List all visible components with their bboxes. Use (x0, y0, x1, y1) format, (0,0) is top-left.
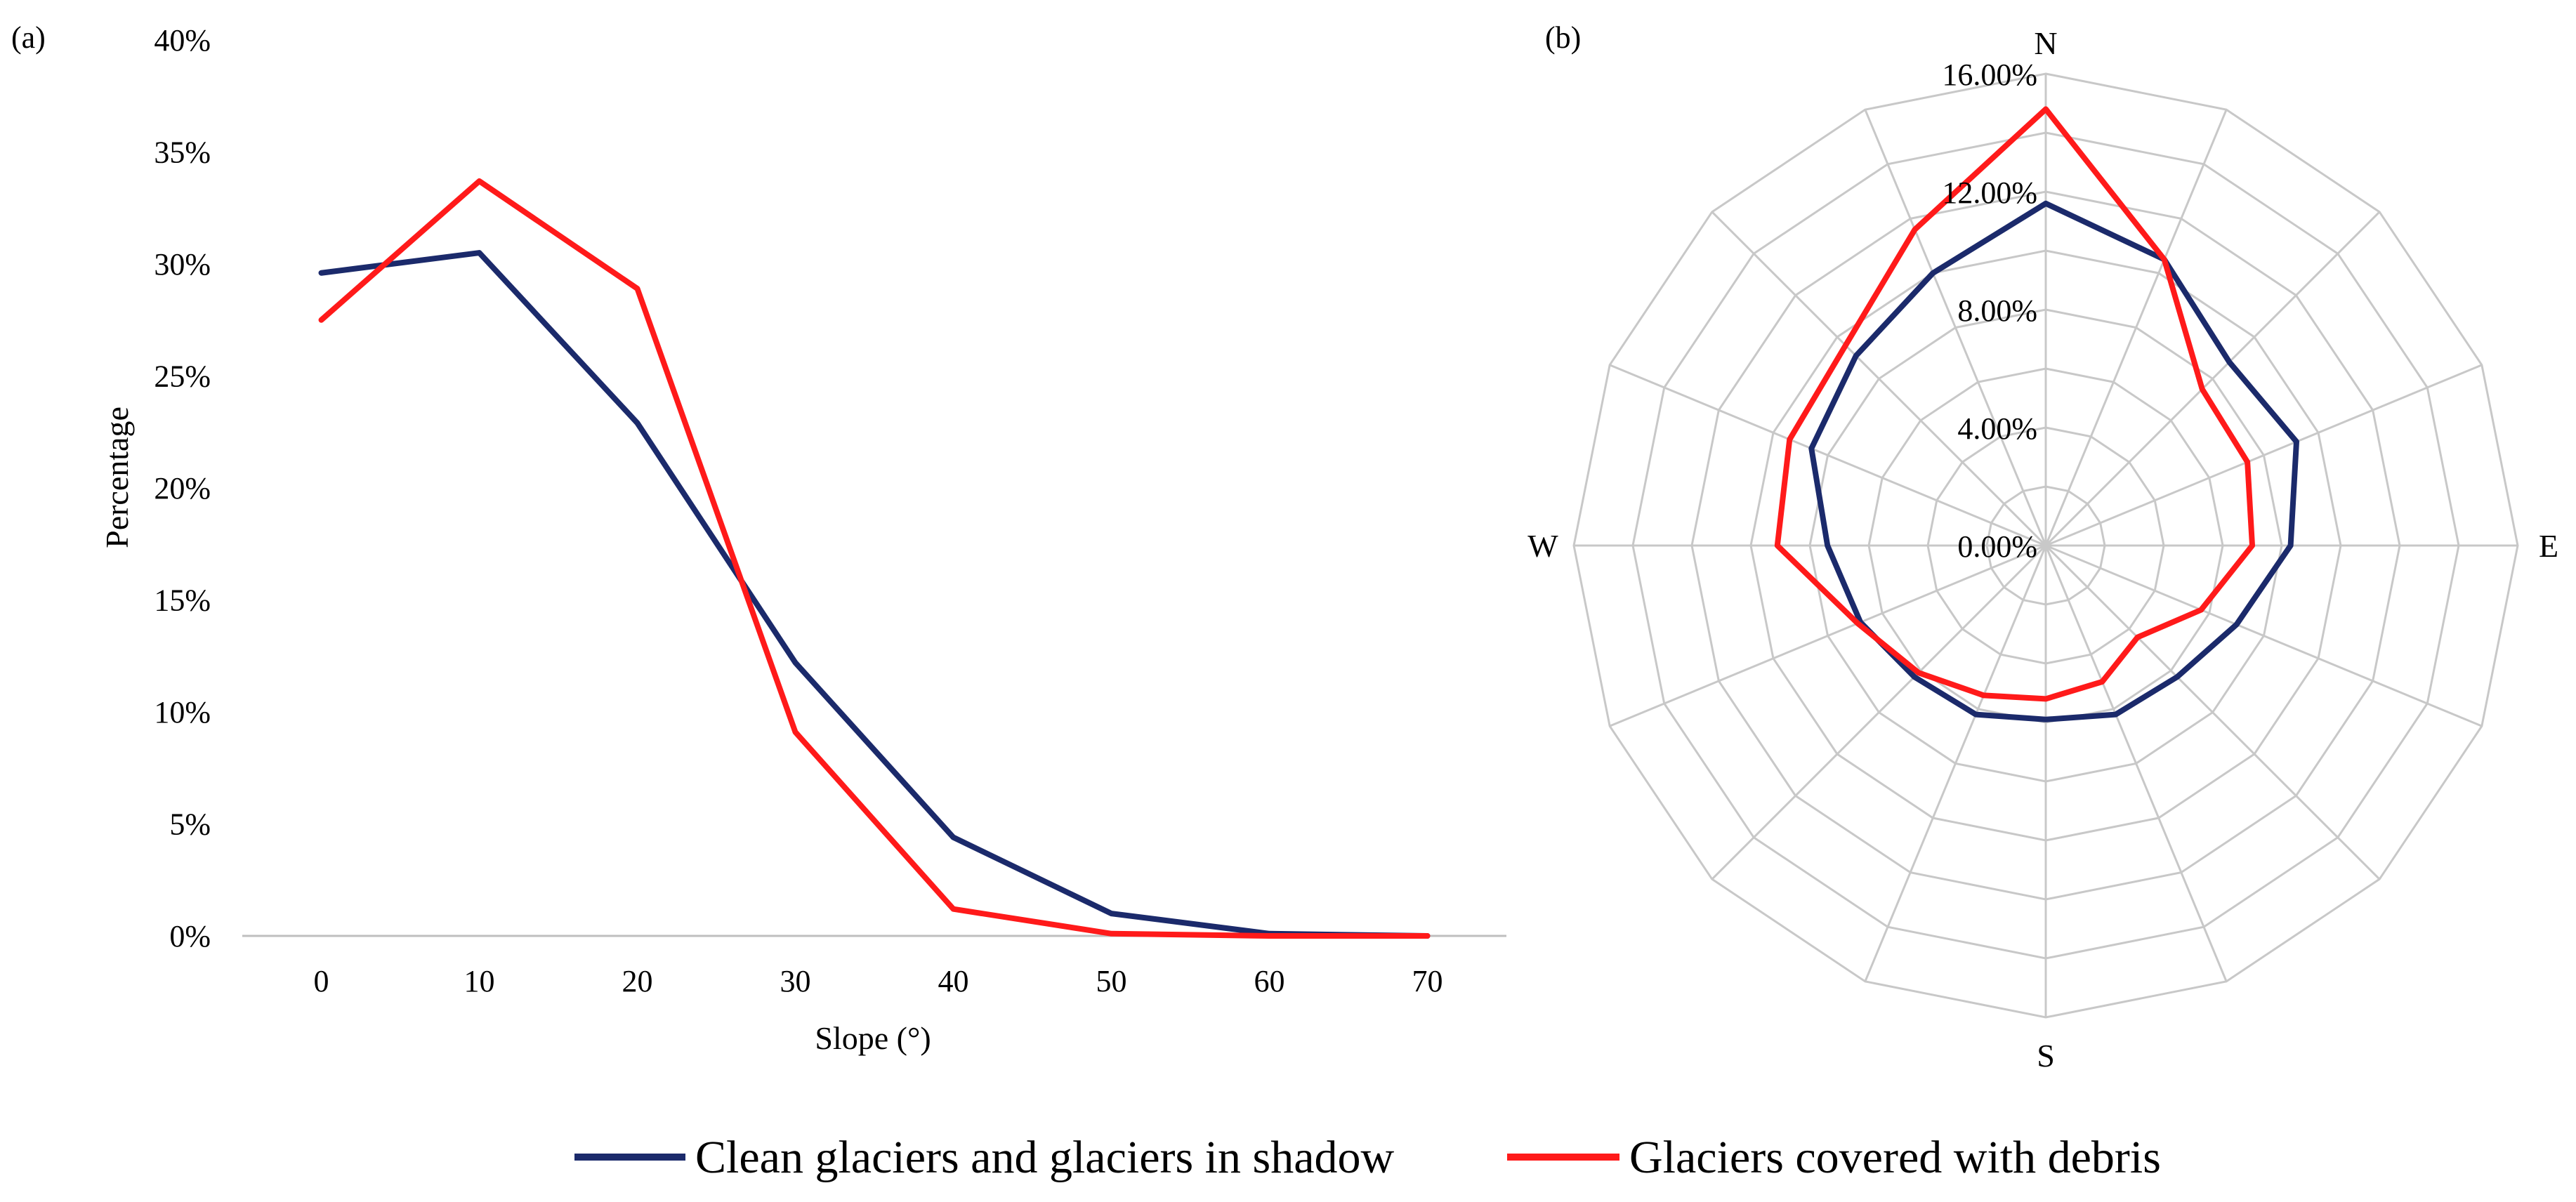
x-tick-labels: 0 10 20 30 40 50 60 70 (314, 964, 1443, 998)
direction-label-w: W (1527, 528, 1558, 564)
y-tick-label: 30% (154, 247, 211, 282)
direction-labels: N E S W (1527, 25, 2558, 1074)
legend-label-debris: Glaciers covered with debris (1629, 1132, 2161, 1183)
grid-spoke (1711, 211, 2047, 547)
grid-spoke (2044, 211, 2381, 547)
y-tick-labels: 0% 5% 10% 15% 20% 25% 30% 35% 40% (154, 23, 211, 953)
grid-spoke (1864, 545, 2047, 982)
grid-spoke (2044, 544, 2381, 880)
radar-series-clean (1808, 200, 2299, 722)
series-line-clean (318, 250, 1431, 939)
ring-label: 8.00% (1957, 293, 2037, 328)
x-tick-label: 40 (938, 964, 969, 998)
ring-label: 0.00% (1957, 529, 2037, 564)
y-tick-label: 35% (154, 136, 211, 170)
series-lines (318, 178, 1431, 939)
panel-label-b: (b) (1545, 20, 1581, 55)
y-tick-label: 40% (154, 23, 211, 58)
x-tick-label: 10 (464, 964, 495, 998)
x-tick-label: 30 (780, 964, 811, 998)
y-tick-label: 10% (154, 695, 211, 729)
y-tick-label: 20% (154, 471, 211, 506)
y-axis-title: Percentage (99, 407, 135, 548)
x-tick-label: 60 (1254, 964, 1285, 998)
grid-spoke (1609, 544, 2046, 727)
grid-spoke (2045, 364, 2483, 547)
radar-series (1774, 106, 2299, 722)
radar-chart-aspect: (b) 0.00% 4.00% 8.00% 12.00% 16.00% N E S W (1527, 20, 2558, 1074)
radar-series-debris (1774, 106, 2255, 702)
ring-label: 4.00% (1957, 411, 2037, 446)
grid-spoke (2044, 109, 2228, 546)
y-tick-label: 25% (154, 359, 211, 394)
legend: Clean glaciers and glaciers in shadow Gl… (574, 1132, 2161, 1183)
x-axis-title: Slope (°) (815, 1020, 931, 1056)
x-tick-label: 70 (1412, 964, 1443, 998)
y-tick-label: 15% (154, 583, 211, 618)
y-tick-label: 5% (169, 807, 211, 842)
legend-label-clean: Clean glaciers and glaciers in shadow (695, 1132, 1394, 1183)
series-line-debris (318, 178, 1431, 939)
x-tick-label: 20 (622, 964, 653, 998)
direction-label-n: N (2034, 25, 2057, 61)
x-tick-label: 0 (314, 964, 329, 998)
panel-label-a: (a) (11, 20, 46, 55)
radar-grid (1572, 72, 2519, 1019)
x-tick-label: 50 (1096, 964, 1127, 998)
grid-spoke (1711, 544, 2047, 880)
y-tick-label: 0% (169, 919, 211, 953)
line-chart-slope: (a) 0% 5% 10% 15% 20% 25% 30% 35% 40% 0 10 20 30 40 5… (11, 20, 1506, 1056)
ring-label: 16.00% (1942, 58, 2037, 92)
ring-labels: 0.00% 4.00% 8.00% 12.00% 16.00% (1942, 58, 2037, 564)
grid-spoke (1864, 109, 2047, 546)
direction-label-e: E (2539, 528, 2558, 564)
ring-label: 12.00% (1942, 176, 2037, 210)
direction-label-s: S (2037, 1038, 2055, 1074)
grid-spoke (2044, 545, 2228, 982)
grid-spoke (1609, 364, 2046, 547)
grid-spoke (2045, 544, 2483, 727)
